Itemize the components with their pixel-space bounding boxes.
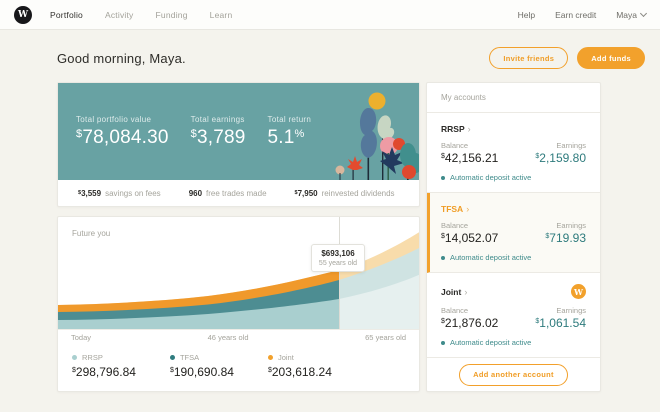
chevron-right-icon: › — [467, 124, 471, 134]
chart-title: Future you — [72, 229, 111, 238]
nav-item-activity[interactable]: Activity — [104, 9, 134, 20]
deposit-status: Automatic deposit active — [441, 173, 586, 182]
earnings-value: $1,061.54 — [535, 316, 586, 330]
topbar-right: Help Earn credit Maya — [517, 9, 648, 20]
joint-dot-icon — [267, 355, 273, 360]
account-card-tfsa[interactable]: TFSA › Balance Earnings $14,052.07 $719.93 … — [427, 193, 600, 273]
help-link[interactable]: Help — [517, 9, 536, 20]
chart-x-axis: Today 46 years old 65 years old — [58, 329, 419, 345]
deposit-status: Automatic deposit active — [441, 253, 586, 262]
tooltip-total: $693,106 — [321, 249, 355, 258]
top-navigation: W Portfolio Activity Funding Learn Help … — [0, 0, 660, 30]
earnings-value: $719.93 — [545, 231, 586, 245]
projection-chart[interactable]: Future you — [58, 217, 419, 329]
earnings-value: $2,159.80 — [535, 151, 586, 165]
account-name: Joint — [441, 286, 462, 297]
chevron-right-icon: › — [466, 204, 470, 214]
x-label-end: 65 years old — [365, 333, 406, 342]
earnings-label: Earnings — [556, 221, 586, 230]
legend-item-rrsp: RRSP $298,796.84 — [72, 353, 136, 379]
total-earnings-value: $3,789 — [190, 126, 246, 148]
balance-label: Balance — [441, 141, 469, 150]
greeting-row: Good morning, Maya. Invite friends Add f… — [57, 47, 645, 69]
summary-substats: $3,559 savings on fees 960 free trades m… — [58, 180, 419, 206]
account-card-joint[interactable]: Joint › W Balance Earnings $21,876.02 $1,061… — [427, 273, 600, 358]
tooltip-age: 55 years old — [318, 260, 358, 267]
total-return-label: Total return — [267, 114, 312, 124]
deposit-status: Automatic deposit active — [441, 338, 586, 347]
hover-crosshair-line — [339, 217, 340, 329]
status-dot-icon — [441, 340, 445, 345]
status-dot-icon — [441, 255, 445, 260]
my-accounts-header: My accounts — [427, 83, 600, 113]
legend-item-joint: Joint $203,618.24 — [267, 353, 332, 379]
nav-item-learn[interactable]: Learn — [209, 9, 233, 20]
user-menu[interactable]: Maya — [616, 9, 648, 20]
account-name: TFSA — [441, 204, 464, 214]
total-earnings-stat: Total earnings $3,789 — [191, 115, 246, 149]
tfsa-dot-icon — [169, 355, 175, 360]
x-label-mid: 46 years old — [207, 333, 249, 342]
add-funds-button[interactable]: Add funds — [577, 47, 645, 69]
total-portfolio-value: $78,084.30 — [76, 126, 169, 148]
chevron-right-icon: › — [464, 286, 468, 297]
total-portfolio-value-stat: Total portfolio value $78,084.30 — [76, 115, 169, 149]
invite-friends-button[interactable]: Invite friends — [489, 47, 569, 69]
portfolio-summary-card: Total portfolio value $78,084.30 Total e… — [57, 82, 420, 207]
account-name: RRSP — [441, 124, 465, 134]
my-accounts-panel: My accounts RRSP › Balance Earnings $42,15… — [426, 82, 601, 392]
garden-illustration-icon — [335, 92, 419, 180]
free-trades-stat: 960 free trades made — [188, 188, 267, 198]
balance-label: Balance — [441, 306, 469, 315]
account-card-rrsp[interactable]: RRSP › Balance Earnings $42,156.21 $2,159.8… — [427, 113, 600, 193]
status-dot-icon — [441, 175, 445, 180]
total-portfolio-value-label: Total portfolio value — [76, 114, 152, 124]
savings-on-fees-stat: $3,559 savings on fees — [78, 188, 161, 198]
chart-tooltip: $693,106 55 years old — [311, 244, 365, 272]
legend-item-tfsa: TFSA $190,690.84 — [169, 353, 234, 379]
chevron-down-icon — [639, 9, 648, 18]
primary-nav: Portfolio Activity Funding Learn — [50, 10, 232, 20]
total-return-stat: Total return 5.1% — [268, 115, 312, 149]
balance-value: $42,156.21 — [441, 151, 499, 165]
earnings-label: Earnings — [556, 141, 586, 150]
nav-item-funding[interactable]: Funding — [155, 9, 188, 20]
total-earnings-label: Total earnings — [190, 114, 245, 124]
user-name[interactable]: Maya — [616, 9, 637, 20]
nav-item-portfolio[interactable]: Portfolio — [50, 9, 83, 20]
stacked-area-chart — [58, 232, 419, 329]
add-another-account-button[interactable]: Add another account — [459, 363, 568, 386]
page-title: Good morning, Maya. — [57, 50, 186, 66]
balance-label: Balance — [441, 221, 469, 230]
wealthsimple-badge-icon: W — [571, 284, 586, 299]
reinvested-dividends-stat: $7,950 reinvested dividends — [294, 188, 395, 198]
summary-banner: Total portfolio value $78,084.30 Total e… — [58, 83, 419, 180]
future-you-chart-card: Future you — [57, 216, 420, 392]
earnings-label: Earnings — [556, 306, 586, 315]
rrsp-dot-icon — [72, 355, 77, 360]
earn-credit-link[interactable]: Earn credit — [555, 9, 597, 20]
chart-legend: RRSP $298,796.84 TFSA $190,690.84 Joint … — [58, 345, 419, 391]
balance-value: $21,876.02 — [441, 316, 499, 330]
balance-value: $14,052.07 — [441, 231, 499, 245]
chart-areas-solid — [58, 270, 339, 329]
wealthsimple-logo-icon[interactable]: W — [14, 5, 32, 24]
total-return-value: 5.1% — [267, 126, 305, 148]
x-label-today: Today — [71, 333, 92, 342]
